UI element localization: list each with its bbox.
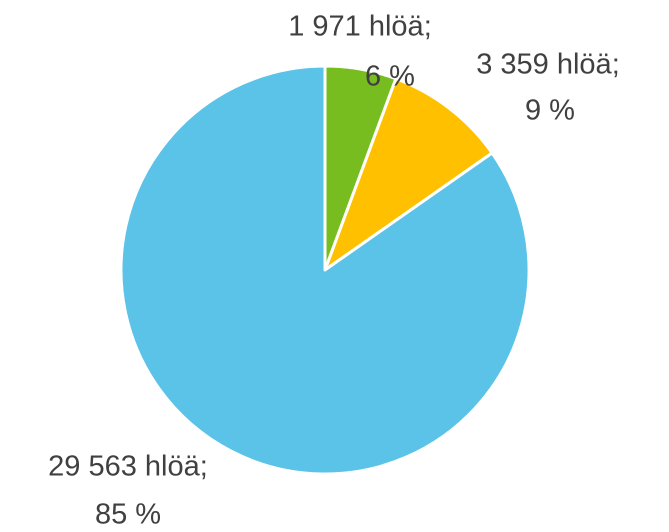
data-label: 29 563 hlöä;	[48, 451, 208, 483]
pie-slice	[323, 77, 494, 272]
data-label-percent: 85 %	[95, 499, 161, 531]
data-label: 1 971 hlöä;	[288, 11, 432, 43]
data-label: 3 359 hlöä;	[476, 49, 620, 81]
data-label-percent: 6 %	[365, 61, 415, 93]
pie-slice	[119, 64, 531, 476]
data-label-percent: 9 %	[525, 95, 575, 127]
